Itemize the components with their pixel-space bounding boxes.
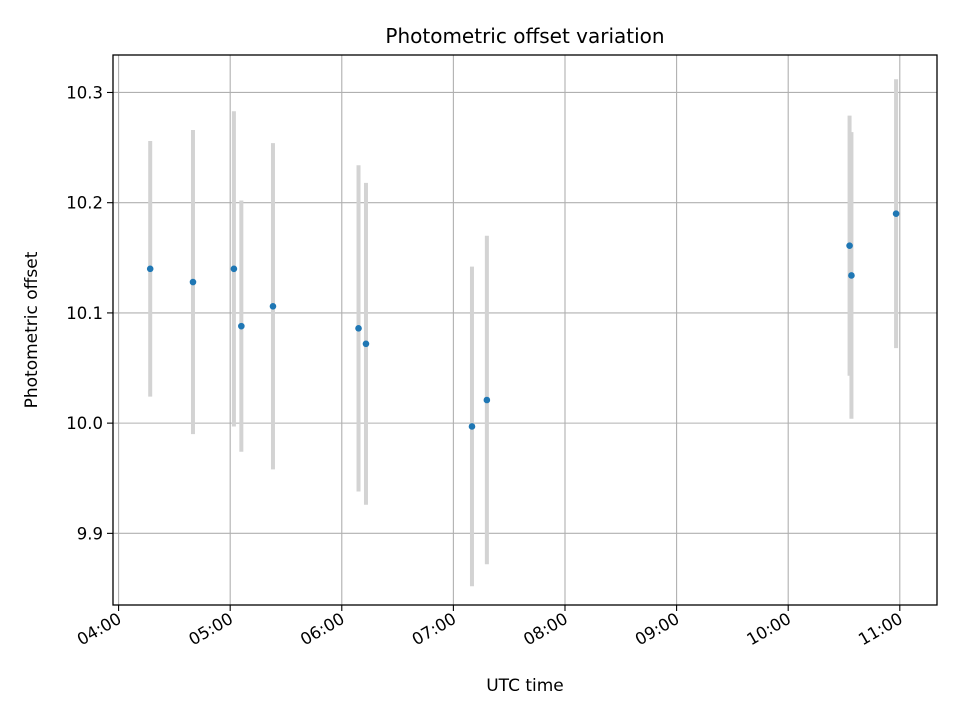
y-tick-label: 10.3: [66, 83, 103, 102]
y-tick-label: 10.0: [66, 414, 103, 433]
x-tick-label: 08:00: [520, 609, 571, 649]
data-point: [846, 242, 853, 249]
data-point: [892, 210, 900, 218]
data-point: [483, 396, 491, 404]
x-tick-label: 05:00: [185, 609, 236, 649]
data-point: [146, 265, 154, 273]
x-tick-label: 04:00: [74, 609, 125, 649]
data-point: [230, 265, 238, 273]
chart-title: Photometric offset variation: [385, 24, 664, 48]
data-point: [269, 303, 277, 310]
point-layer: [146, 210, 900, 430]
x-tick-label: 11:00: [855, 609, 906, 649]
x-tick-label: 06:00: [297, 609, 348, 649]
data-point: [238, 322, 245, 330]
grid-layer: [113, 55, 937, 605]
x-axis-title: UTC time: [486, 676, 564, 696]
plot-frame: [112, 54, 938, 606]
x-tick-label: 09:00: [632, 609, 683, 649]
x-tick-label: 07:00: [409, 609, 460, 649]
errorbar-layer: [148, 79, 899, 587]
x-tick-label: 10:00: [744, 609, 795, 649]
y-tick-label: 10.1: [66, 304, 103, 323]
data-point: [189, 278, 197, 286]
data-point: [848, 272, 855, 279]
y-tick-label: 10.2: [66, 194, 103, 213]
data-point: [355, 325, 362, 332]
y-tick-label: 9.9: [77, 524, 103, 543]
data-point: [468, 423, 476, 430]
y-axis-title: Photometric offset: [22, 251, 42, 408]
data-point: [362, 340, 370, 348]
